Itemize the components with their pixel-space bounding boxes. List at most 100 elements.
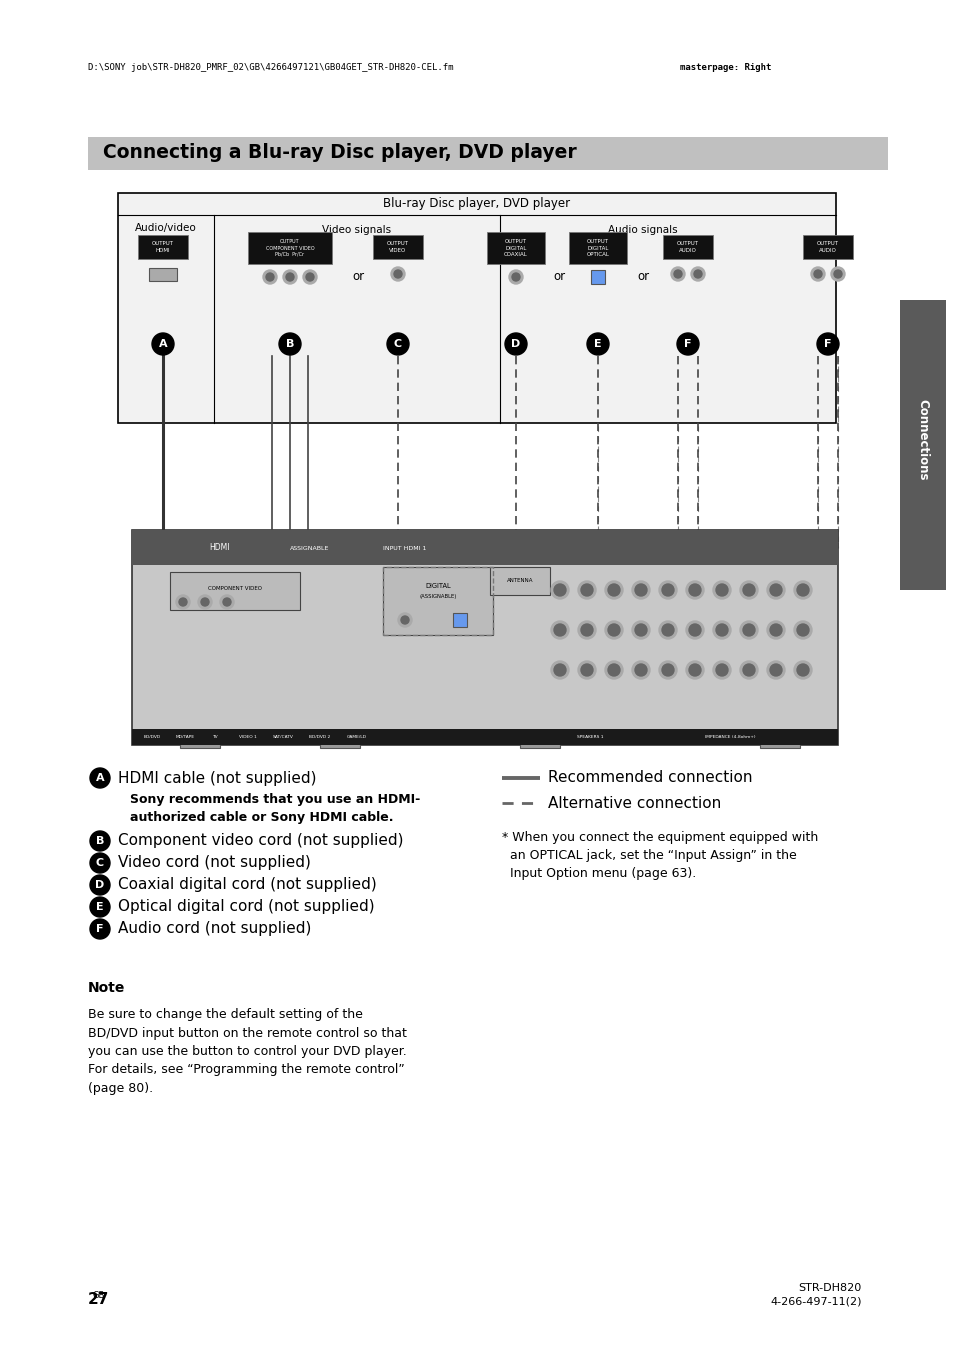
Text: Connecting a Blu-ray Disc player, DVD player: Connecting a Blu-ray Disc player, DVD pl… [103,143,577,162]
Circle shape [175,595,190,609]
Text: E: E [96,902,104,913]
Bar [662,235,712,259]
Circle shape [766,580,784,599]
Circle shape [769,664,781,676]
Bar [118,193,835,423]
Circle shape [769,585,781,595]
Circle shape [607,664,619,676]
Circle shape [604,662,622,679]
Text: or: or [553,270,564,284]
Text: authorized cable or Sony HDMI cable.: authorized cable or Sony HDMI cable. [130,811,393,825]
Circle shape [394,270,401,278]
Circle shape [397,613,412,626]
Bar [132,531,837,566]
Circle shape [688,624,700,636]
Text: D: D [95,880,105,890]
Circle shape [580,585,593,595]
Bar [486,232,544,265]
Circle shape [631,580,649,599]
Circle shape [659,621,677,639]
Text: or: or [352,270,364,284]
Bar [453,613,467,626]
Circle shape [90,896,110,917]
Circle shape [685,662,703,679]
Text: ANTENNA: ANTENNA [506,578,533,583]
Text: IMPEDANCE (4-8ohm+): IMPEDANCE (4-8ohm+) [704,734,755,738]
Circle shape [716,664,727,676]
Text: HDMI cable (not supplied): HDMI cable (not supplied) [118,771,316,786]
Bar [138,235,188,259]
Circle shape [631,662,649,679]
Text: ASSIGNABLE: ASSIGNABLE [290,545,330,551]
Text: masterpage: Right: masterpage: Right [679,62,771,72]
Circle shape [580,624,593,636]
Circle shape [90,832,110,850]
Circle shape [816,333,838,355]
Bar [760,736,800,748]
Circle shape [512,273,519,281]
Text: Video cord (not supplied): Video cord (not supplied) [118,856,311,871]
Circle shape [712,662,730,679]
Text: D:\SONY job\STR-DH820_PMRF_02\GB\4266497121\GB04GET_STR-DH820-CEL.fm: D:\SONY job\STR-DH820_PMRF_02\GB\4266497… [88,62,453,72]
Circle shape [670,267,684,281]
Circle shape [793,662,811,679]
Text: OUTPUT
COMPONENT VIDEO
Pb/Cb  Pr/Cr: OUTPUT COMPONENT VIDEO Pb/Cb Pr/Cr [265,239,314,256]
Bar [568,232,626,265]
Circle shape [661,624,673,636]
Bar [802,235,852,259]
Bar [180,736,220,748]
Text: OUTPUT
AUDIO: OUTPUT AUDIO [816,242,838,252]
Circle shape [740,621,758,639]
Text: Audio/video
signals: Audio/video signals [135,223,196,247]
Text: Connections: Connections [916,400,928,481]
Text: F: F [823,339,831,350]
Circle shape [286,273,294,281]
Text: Audio cord (not supplied): Audio cord (not supplied) [118,922,311,937]
Text: OUTPUT
HDMI: OUTPUT HDMI [152,242,173,252]
Circle shape [766,662,784,679]
Text: GAME/LD: GAME/LD [347,734,367,738]
Circle shape [673,270,681,278]
Text: A: A [95,774,104,783]
Bar [170,572,299,610]
Circle shape [661,585,673,595]
Circle shape [677,333,699,355]
Text: MD/TAPE: MD/TAPE [175,734,194,738]
Circle shape [554,585,565,595]
Text: STR-DH820: STR-DH820 [798,1282,862,1293]
Circle shape [554,664,565,676]
Text: TV: TV [212,734,217,738]
Circle shape [266,273,274,281]
Circle shape [635,664,646,676]
Circle shape [198,595,212,609]
Text: F: F [683,339,691,350]
Circle shape [586,333,608,355]
Text: B: B [286,339,294,350]
Bar [149,267,177,281]
Text: Optical digital cord (not supplied): Optical digital cord (not supplied) [118,899,375,914]
Text: OUTPUT
DIGITAL
COAXIAL: OUTPUT DIGITAL COAXIAL [503,239,527,256]
Circle shape [604,621,622,639]
Circle shape [685,621,703,639]
Text: VIDEO 1: VIDEO 1 [239,734,256,738]
Circle shape [740,662,758,679]
Text: Blu-ray Disc player, DVD player: Blu-ray Disc player, DVD player [383,197,570,211]
Text: Video signals: Video signals [322,225,391,235]
Circle shape [742,585,754,595]
Text: OUTPUT
DIGITAL
OPTICAL: OUTPUT DIGITAL OPTICAL [586,239,609,256]
Circle shape [833,270,841,278]
Circle shape [90,919,110,940]
Text: BD/DVD 2: BD/DVD 2 [309,734,331,738]
Circle shape [551,621,568,639]
Text: SPEAKERS 1: SPEAKERS 1 [577,734,602,738]
Circle shape [152,333,173,355]
Text: BD/DVD: BD/DVD [143,734,160,738]
Bar [899,300,945,590]
Circle shape [716,585,727,595]
Circle shape [551,662,568,679]
Circle shape [391,267,405,281]
Circle shape [580,664,593,676]
Circle shape [607,585,619,595]
Text: C: C [96,859,104,868]
Text: SAT/CATV: SAT/CATV [273,734,294,738]
